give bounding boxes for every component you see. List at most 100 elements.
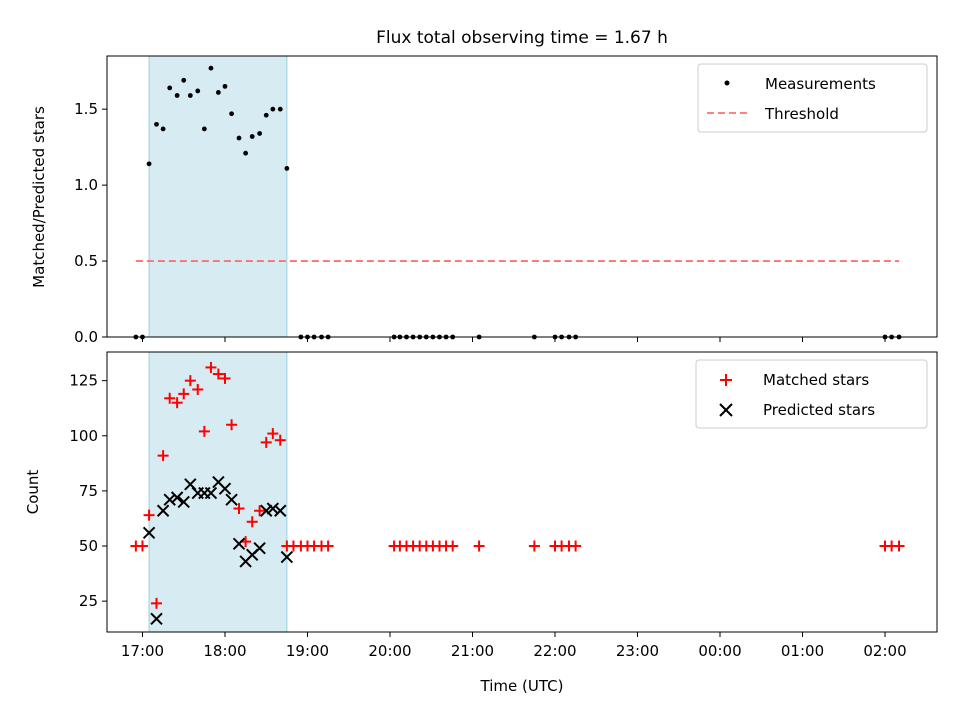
measurement-point xyxy=(243,150,249,156)
chart-title: Flux total observing time = 1.67 h xyxy=(376,28,668,48)
matched-point xyxy=(473,540,485,552)
x-tick-label: 20:00 xyxy=(368,642,411,660)
bottom-legend-box xyxy=(695,359,928,429)
legend-measurements-marker xyxy=(724,80,730,86)
predicted-point xyxy=(163,493,176,506)
measurement-point xyxy=(174,93,180,98)
bottom-y-axis: 25 50 75 100 125 xyxy=(69,372,107,610)
y-tick-label: 50 xyxy=(79,537,98,555)
matched-point xyxy=(260,436,272,448)
measurement-point xyxy=(249,134,255,139)
y-tick-label: 100 xyxy=(69,427,98,445)
y-tick-label: 1.0 xyxy=(74,176,98,194)
matched-point xyxy=(184,375,196,387)
bottom-y-label: Count xyxy=(24,470,42,515)
measurement-point xyxy=(187,93,193,98)
predicted-point xyxy=(266,502,280,515)
y-tick-label: 0.0 xyxy=(74,328,98,346)
predicted-point xyxy=(232,537,246,551)
matched-point xyxy=(171,397,183,409)
measurement-point xyxy=(263,112,269,118)
matched-point xyxy=(136,540,148,552)
legend-matched-marker xyxy=(720,374,732,386)
measurement-point xyxy=(277,106,283,112)
matched-point xyxy=(164,392,176,404)
legend-measurements-label: Measurements xyxy=(765,75,876,93)
measurement-point xyxy=(167,85,173,91)
legend-threshold-label: Threshold xyxy=(764,105,839,123)
top-y-axis: 0.0 0.5 1.0 1.5 xyxy=(74,100,107,346)
x-tick-label: 00:00 xyxy=(698,642,741,660)
predicted-point xyxy=(225,493,238,506)
matched-point xyxy=(151,597,163,609)
predicted-point xyxy=(218,482,232,495)
predicted-point xyxy=(253,542,266,555)
matched-point xyxy=(447,540,459,552)
predicted-point xyxy=(260,504,273,517)
x-tick-label: 01:00 xyxy=(781,642,824,660)
predicted-point xyxy=(142,526,156,539)
top-x-ticks xyxy=(141,337,886,342)
top-observing-span xyxy=(148,55,288,338)
x-tick-label: 21:00 xyxy=(451,642,494,660)
matched-point xyxy=(570,540,582,552)
measurement-point xyxy=(257,131,263,136)
matched-point xyxy=(274,434,286,446)
x-tick-label: 19:00 xyxy=(286,642,329,660)
predicted-point xyxy=(177,495,190,509)
matched-point xyxy=(219,372,231,384)
matched-point xyxy=(157,450,169,462)
matched-point xyxy=(233,503,245,515)
predicted-series xyxy=(142,475,294,625)
bottom-legend: Matched stars Predicted stars xyxy=(695,359,928,429)
x-axis-label: Time (UTC) xyxy=(480,677,564,695)
measurement-point xyxy=(160,126,166,132)
matched-point xyxy=(198,425,210,437)
y-tick-label: 75 xyxy=(79,482,98,500)
legend-matched-label: Matched stars xyxy=(763,371,869,389)
top-y-label: Matched/Predicted stars xyxy=(30,106,48,288)
measurement-point xyxy=(181,77,187,83)
matched-point xyxy=(322,540,334,552)
matched-point xyxy=(893,540,905,552)
x-tick-label: 22:00 xyxy=(533,642,576,660)
x-tick-label: 02:00 xyxy=(863,642,906,660)
matched-point xyxy=(528,540,540,552)
x-tick-label: 17:00 xyxy=(121,642,164,660)
bottom-x-axis: 17:00 18:00 19:00 20:00 21:00 22:00 23:00 00:00… xyxy=(121,632,907,660)
measurement-point xyxy=(215,90,221,95)
predicted-point xyxy=(156,504,170,517)
legend-predicted-label: Predicted stars xyxy=(763,401,875,419)
matched-point xyxy=(226,419,238,431)
y-tick-label: 25 xyxy=(79,592,98,610)
matched-point xyxy=(178,388,190,400)
matched-series xyxy=(130,361,905,609)
matched-point xyxy=(212,368,224,380)
matched-point xyxy=(143,509,155,521)
top-legend-box xyxy=(697,63,928,133)
y-tick-label: 125 xyxy=(69,372,98,390)
predicted-point xyxy=(170,491,184,504)
predicted-point xyxy=(274,504,287,517)
predicted-point xyxy=(204,486,218,500)
measurement-point xyxy=(236,135,242,141)
measurement-point xyxy=(222,83,228,89)
x-tick-label: 18:00 xyxy=(203,642,246,660)
matched-point xyxy=(192,383,204,395)
bottom-panel: 25 50 75 100 125 17:00 18:00 19:00 20:00 21:00 22… xyxy=(24,351,938,695)
measurement-point xyxy=(270,106,276,112)
matched-point xyxy=(267,428,279,440)
measurement-point xyxy=(146,161,152,167)
top-panel: 0.0 0.5 1.0 1.5 Matched/Predicted stars Mea… xyxy=(30,55,938,346)
matched-point xyxy=(205,361,217,373)
measurement-point xyxy=(284,166,290,171)
measurement-point xyxy=(208,65,214,71)
measurement-point xyxy=(201,126,207,132)
matched-point xyxy=(254,505,266,517)
top-axes-frame xyxy=(106,55,938,338)
measurement-point xyxy=(195,88,201,94)
measurement-point xyxy=(229,111,234,117)
legend-predicted-marker xyxy=(719,403,733,417)
bottom-axes-frame xyxy=(106,351,938,633)
